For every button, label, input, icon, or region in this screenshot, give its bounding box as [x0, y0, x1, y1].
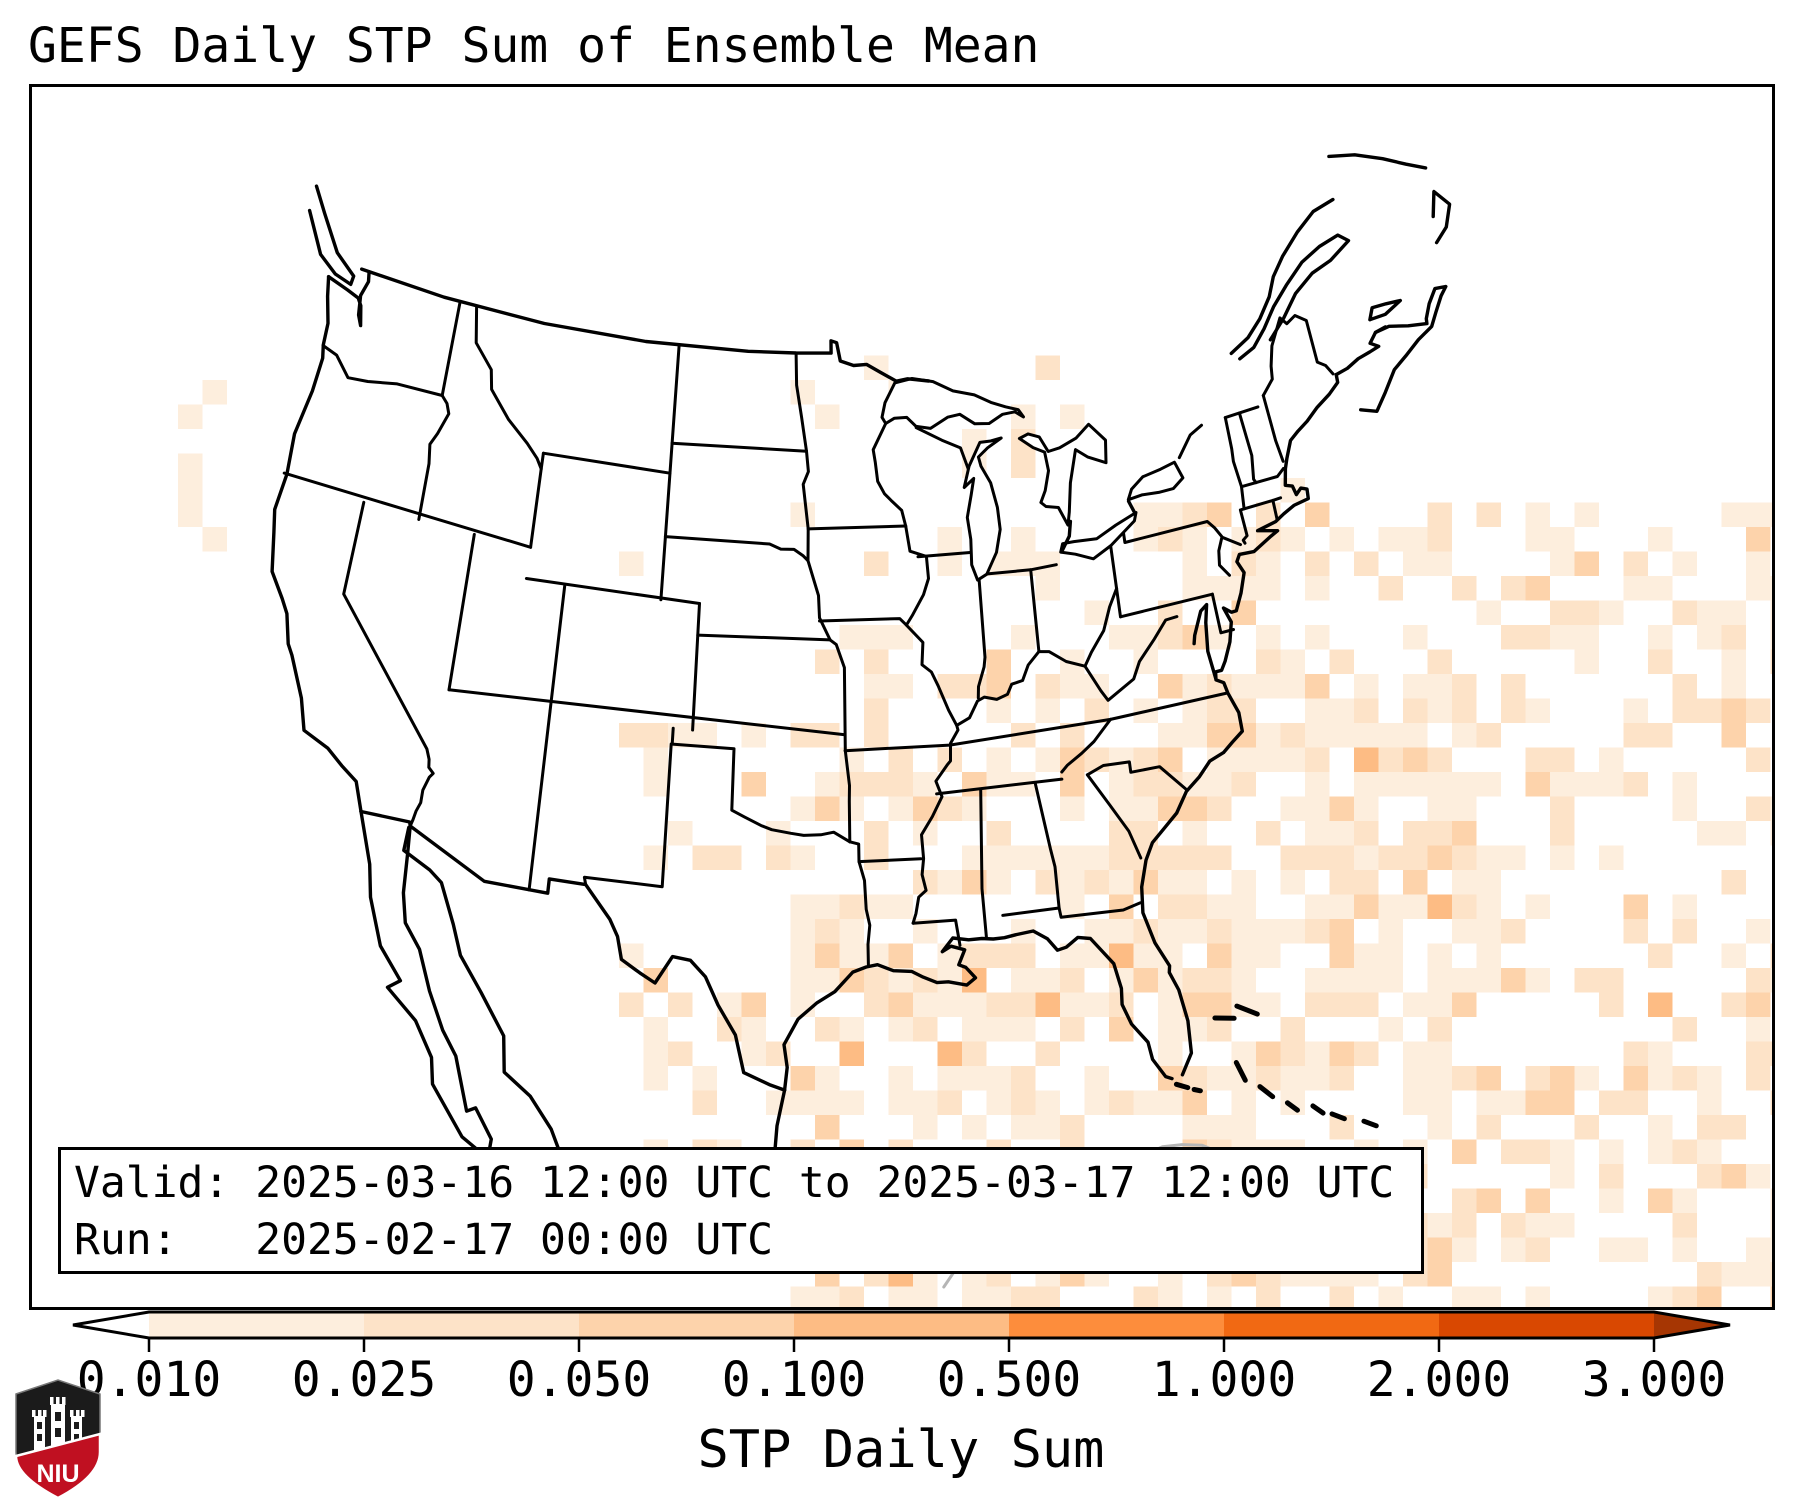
- colorbar-tick-label: 0.010: [76, 1352, 222, 1408]
- niu-logo: NIU: [12, 1378, 104, 1500]
- colorbar-segment: [1224, 1312, 1439, 1338]
- colorbar-canvas: [72, 1310, 1731, 1352]
- colorbar-segment: [364, 1312, 579, 1338]
- island-dashes: [1173, 1003, 1379, 1129]
- colorbar-tick-labels: 0.010 0.025 0.050 0.100 0.500 1.000 2.000 3.000: [31, 1352, 1773, 1408]
- conus-map: [31, 86, 1773, 1308]
- colorbar-under-arrow: [73, 1312, 149, 1338]
- colorbar-tick-label: 2.000: [1366, 1352, 1512, 1408]
- state-borders: [282, 300, 1335, 967]
- niu-shield-icon: NIU: [14, 1379, 102, 1500]
- page-title: GEFS Daily STP Sum of Ensemble Mean: [28, 18, 1040, 74]
- colorbar-tick-label: 1.000: [1151, 1352, 1297, 1408]
- colorbar-tick-label: 3.000: [1581, 1352, 1727, 1408]
- map-canvas: [178, 153, 1773, 1308]
- valid-run-box: Valid: 2025-03-16 12:00 UTC to 2025-03-1…: [58, 1147, 1424, 1274]
- valid-text: Valid: 2025-03-16 12:00 UTC to 2025-03-1…: [74, 1158, 1395, 1208]
- colorbar-tick-label: 0.100: [721, 1352, 867, 1408]
- colorbar: [31, 1310, 1773, 1430]
- colorbar-axis-label: STP Daily Sum: [697, 1420, 1105, 1480]
- niu-logo-text: NIU: [36, 1460, 79, 1488]
- run-text: Run: 2025-02-17 00:00 UTC: [74, 1215, 773, 1266]
- colorbar-segment: [1439, 1312, 1654, 1338]
- colorbar-tick-label: 0.500: [936, 1352, 1082, 1408]
- colorbar-segment: [1009, 1312, 1224, 1338]
- colorbar-tick-label: 0.050: [506, 1352, 652, 1408]
- colorbar-over-arrow: [1654, 1312, 1730, 1338]
- colorbar-tick-label: 0.025: [291, 1352, 437, 1408]
- colorbar-segment: [579, 1312, 794, 1338]
- colorbar-segment: [794, 1312, 1009, 1338]
- colorbar-segment: [149, 1312, 364, 1338]
